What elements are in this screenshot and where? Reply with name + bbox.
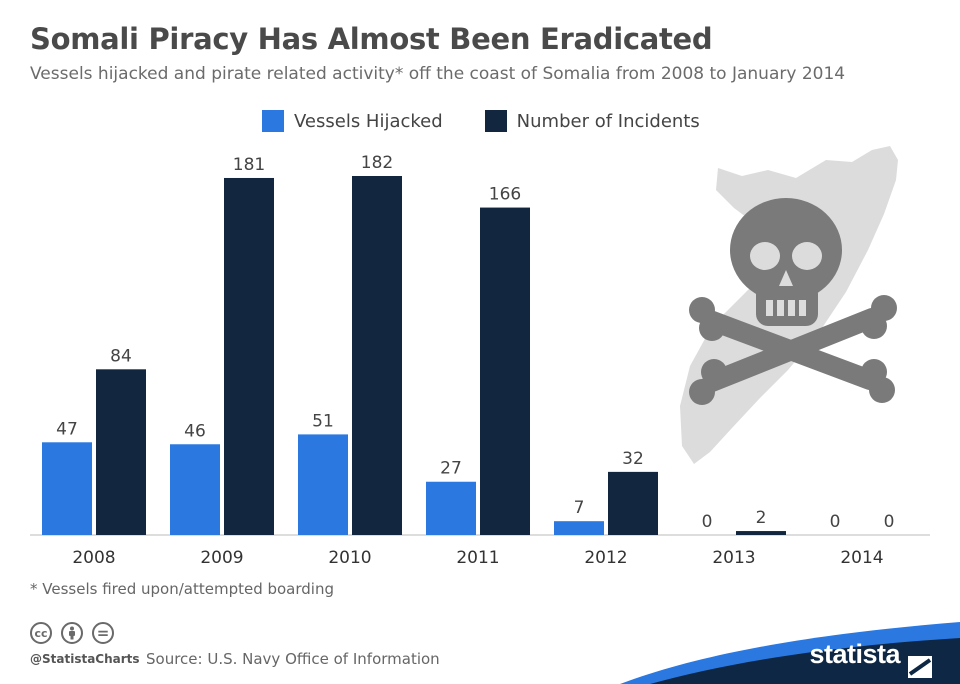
data-label-incidents-2014: 0	[884, 512, 895, 532]
license-icons: cc =	[30, 622, 123, 644]
bar-incidents-2008	[96, 369, 146, 535]
bar-incidents-2013	[736, 531, 786, 535]
bar-incidents-2011	[480, 207, 530, 536]
data-label-hijacked-2009: 46	[184, 421, 206, 441]
data-label-hijacked-2013: 0	[702, 512, 713, 532]
bar-incidents-2012	[608, 471, 658, 535]
legend-label-incidents: Number of Incidents	[516, 110, 700, 132]
statista-logo-text: statista	[809, 639, 900, 669]
legend-swatch-hijacked	[262, 110, 284, 132]
data-label-incidents-2010: 182	[361, 153, 393, 173]
x-tick-label-2011: 2011	[456, 548, 499, 568]
statista-handle: @StatistaCharts	[30, 652, 140, 666]
x-tick-label-2013: 2013	[712, 548, 755, 568]
data-label-incidents-2009: 181	[233, 155, 265, 175]
statista-brand-band	[620, 622, 960, 684]
skull-crossbones-somalia-map-icon	[680, 146, 898, 464]
bar-incidents-2010	[352, 176, 402, 535]
footnote: * Vessels fired upon/attempted boarding	[30, 580, 334, 598]
legend-item-incidents: Number of Incidents	[484, 110, 700, 132]
x-tick-label-2012: 2012	[584, 548, 627, 568]
x-tick-label-2008: 2008	[72, 548, 115, 568]
bar-hijacked-2011	[426, 481, 476, 535]
data-label-incidents-2012: 32	[622, 449, 644, 469]
data-label-incidents-2008: 84	[110, 346, 132, 366]
bar-hijacked-2009	[170, 444, 220, 535]
source-text: Source: U.S. Navy Office of Information	[146, 650, 440, 668]
chart-subtitle: Vessels hijacked and pirate related acti…	[30, 64, 846, 84]
x-tick-label-2014: 2014	[840, 548, 883, 568]
legend-swatch-incidents	[484, 110, 507, 132]
statista-logo-icon	[908, 656, 932, 678]
data-label-hijacked-2010: 51	[312, 411, 334, 431]
bar-hijacked-2008	[42, 442, 92, 535]
data-label-hijacked-2012: 7	[574, 498, 585, 518]
bar-incidents-2009	[224, 177, 274, 535]
data-label-hijacked-2008: 47	[56, 419, 78, 439]
data-label-hijacked-2011: 27	[440, 459, 462, 479]
legend-item-hijacked: Vessels Hijacked	[262, 110, 443, 132]
equals-icon: =	[92, 622, 114, 644]
x-tick-label-2010: 2010	[328, 548, 371, 568]
data-label-incidents-2011: 166	[489, 185, 521, 205]
cc-icon: cc	[30, 622, 52, 644]
data-label-hijacked-2014: 0	[830, 512, 841, 532]
x-tick-label-2009: 2009	[200, 548, 243, 568]
data-label-incidents-2013: 2	[756, 508, 767, 528]
person-icon	[61, 622, 83, 644]
bar-hijacked-2012	[554, 521, 604, 535]
legend: Vessels Hijacked Number of Incidents	[262, 110, 742, 132]
legend-label-hijacked: Vessels Hijacked	[294, 110, 443, 132]
bar-hijacked-2010	[298, 434, 348, 535]
chart-title: Somali Piracy Has Almost Been Eradicated	[30, 22, 713, 56]
